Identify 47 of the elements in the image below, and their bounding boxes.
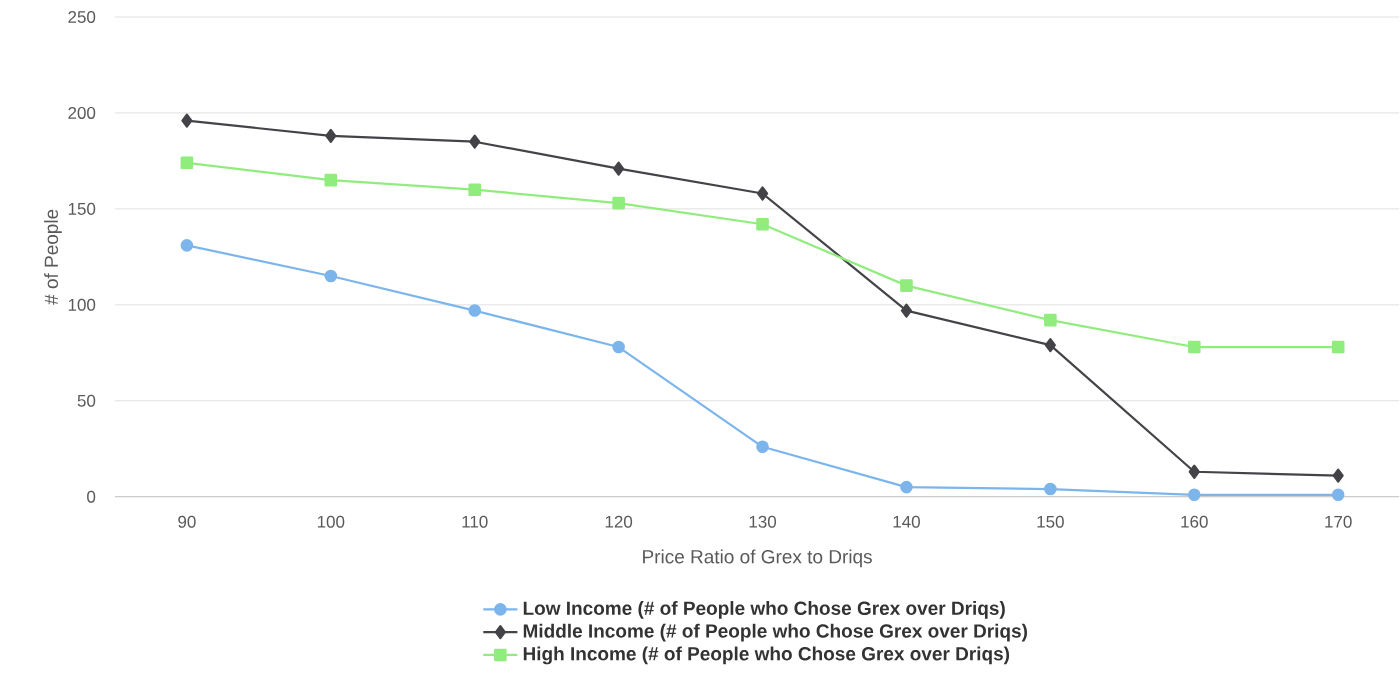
point [1331, 340, 1345, 354]
point [324, 269, 338, 283]
point [1188, 464, 1200, 480]
point [1331, 488, 1345, 502]
x-tick-label: 140 [893, 515, 920, 528]
x-tick-label: 150 [1037, 515, 1064, 528]
x-tick-label: 170 [1325, 515, 1352, 528]
y-tick-label: 250 [68, 11, 96, 24]
point [613, 161, 625, 176]
x-tick-label: 120 [605, 515, 633, 528]
x-axis-title: Price Ratio of Grex to Driqs [643, 549, 872, 568]
point [1044, 338, 1056, 353]
x-tick-label: 130 [749, 515, 777, 528]
x-tick-label: 90 [178, 515, 196, 528]
point [756, 186, 769, 201]
point [756, 218, 769, 231]
point [469, 134, 481, 150]
x-tick-label: 110 [462, 515, 488, 528]
point [1332, 468, 1344, 483]
point [180, 239, 194, 252]
legend-label: Low Income (# of People who Chose Grex over Driqs) [523, 601, 1005, 619]
point [1044, 314, 1057, 327]
point [325, 129, 337, 144]
y-tick-label: 200 [68, 107, 96, 120]
legend-label: High Income (# of People who Chose Grex over Driqs) [523, 646, 1010, 665]
point [180, 156, 194, 170]
x-tick-label: 160 [1181, 515, 1208, 528]
y-axis-title: # of People [44, 209, 62, 305]
point [900, 279, 913, 293]
point [181, 113, 193, 128]
point [468, 183, 482, 197]
point [900, 303, 913, 318]
point [612, 340, 625, 354]
point [900, 481, 913, 494]
point [612, 197, 625, 210]
point [1187, 488, 1201, 502]
y-tick-label: 150 [68, 203, 96, 216]
y-tick-label: 0 [87, 490, 96, 503]
point [324, 174, 338, 187]
legend-label: Middle Income (# of People who Chose Grex over Driqs) [523, 624, 1027, 642]
y-tick-label: 50 [77, 394, 96, 407]
point [1044, 482, 1057, 496]
y-tick-label: 100 [68, 299, 96, 312]
x-tick-label: 100 [317, 515, 345, 528]
point [756, 440, 769, 454]
point [1187, 340, 1201, 354]
point [468, 304, 482, 318]
